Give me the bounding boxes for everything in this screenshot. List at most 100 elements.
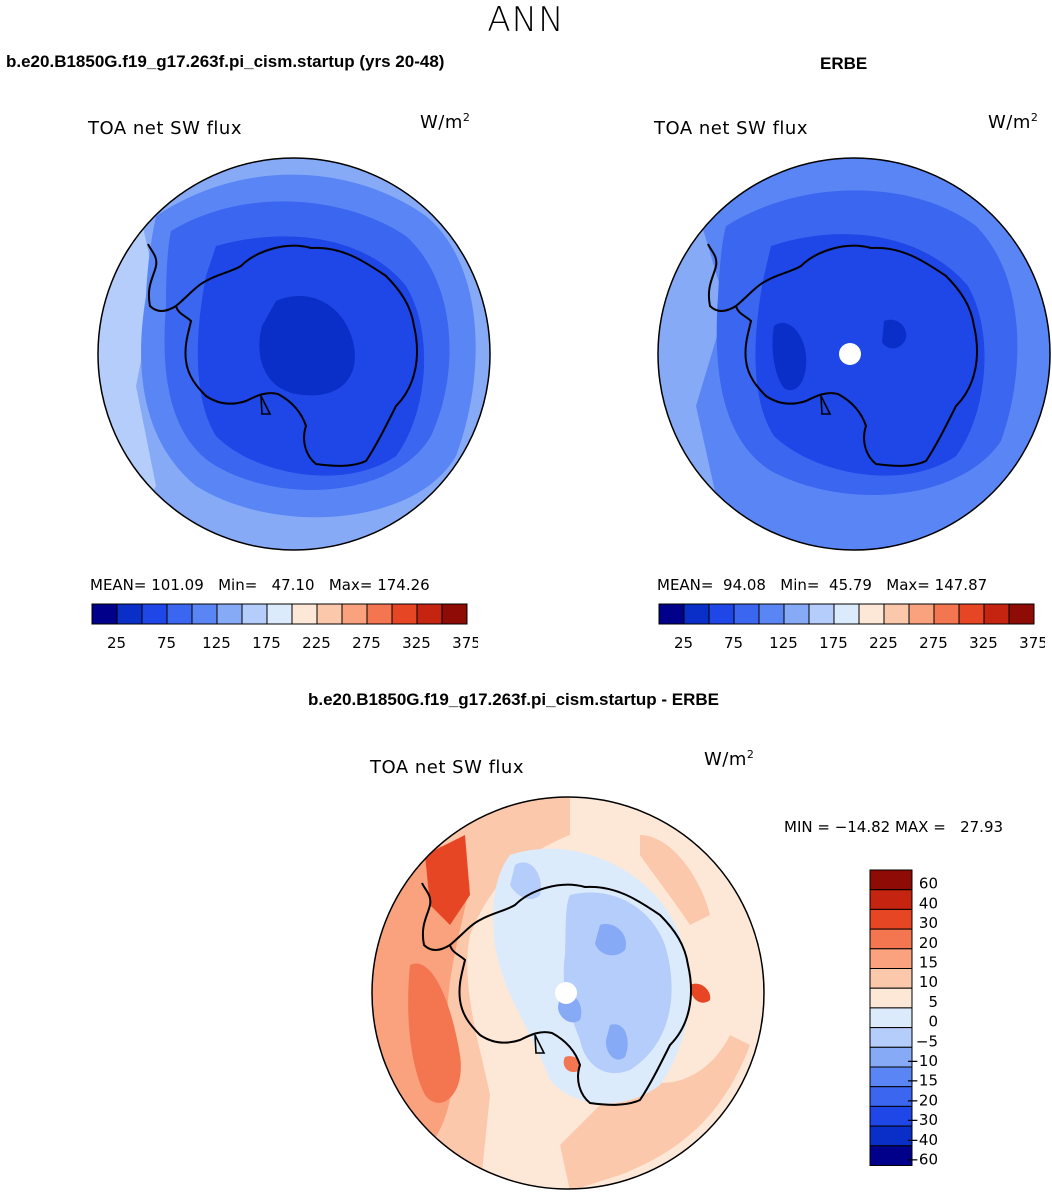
peninsula-outline <box>421 882 451 951</box>
colorbar-swatch <box>983 603 1010 625</box>
colorbar-tick-label: 30 <box>919 914 938 932</box>
colorbar-tick-label: 325 <box>969 634 998 652</box>
colorbar-tick-label: 20 <box>919 934 938 952</box>
colorbar-swatch <box>869 987 913 1009</box>
colorbar-swatch <box>441 603 468 625</box>
colorbar-swatch <box>1008 603 1035 625</box>
colorbar-swatch <box>808 603 835 625</box>
colorbar-tick-label: 40 <box>919 894 938 912</box>
obs-variable-label: TOA net SW flux <box>654 118 808 139</box>
diff-stats: MIN = −14.82 MAX = 27.93 <box>784 818 1004 836</box>
colorbar-swatch <box>783 603 810 625</box>
model-colorbar: 25 75 125 175 225 275 325 375 <box>91 603 478 652</box>
colorbar-tick-label: 225 <box>302 634 331 652</box>
colorbar-swatch <box>116 603 143 625</box>
colorbar-swatch <box>933 603 960 625</box>
colorbar-swatch <box>869 908 913 930</box>
obs-polar-map <box>657 157 1051 551</box>
colorbar-swatch <box>869 869 913 891</box>
colorbar-swatch <box>291 603 318 625</box>
continent-outline <box>448 883 692 1106</box>
obs-colorbar: 25 75 125 175 225 275 325 375 <box>658 603 1045 652</box>
colorbar-swatch <box>316 603 343 625</box>
missing-data-pole <box>555 982 577 1004</box>
colorbar-swatch <box>869 968 913 989</box>
colorbar-swatch <box>658 603 685 625</box>
missing-data-pole <box>839 343 861 365</box>
colorbar-tick-label: −60 <box>906 1151 938 1169</box>
colorbar-swatch <box>216 603 243 625</box>
obs-units-label: W/m2 <box>988 111 1039 133</box>
contour-band <box>640 835 710 925</box>
colorbar-swatch <box>869 1007 913 1029</box>
contour-band <box>882 319 907 349</box>
colorbar-swatch <box>341 603 368 625</box>
colorbar-swatch <box>958 603 985 625</box>
map-boundary <box>97 157 491 551</box>
figure-title: ANN <box>487 0 565 40</box>
contour-band <box>408 963 461 1103</box>
contour-band <box>563 892 672 1074</box>
colorbar-tick-label: −30 <box>906 1111 938 1129</box>
contour-band <box>605 1024 628 1060</box>
model-stats: MEAN= 101.09 Min= 47.10 Max= 174.26 <box>90 576 430 594</box>
colorbar-swatch <box>191 603 218 625</box>
colorbar-swatch <box>91 603 118 625</box>
colorbar-tick-label: −15 <box>906 1072 938 1090</box>
colorbar-swatch <box>391 603 418 625</box>
colorbar-tick-label: 275 <box>919 634 948 652</box>
colorbar-swatch <box>683 603 710 625</box>
model-variable-label: TOA net SW flux <box>88 118 242 139</box>
colorbar-tick-label: −40 <box>906 1131 938 1149</box>
colorbar-swatch <box>869 948 913 970</box>
colorbar-tick-label: 125 <box>769 634 798 652</box>
colorbar-tick-label: 275 <box>352 634 381 652</box>
model-panel-title: b.e20.B1850G.f19_g17.263f.pi_cism.startu… <box>6 52 445 71</box>
diff-polar-map <box>371 796 765 1190</box>
contour-band <box>560 1035 750 1189</box>
obs-stats: MEAN= 94.08 Min= 45.79 Max= 147.87 <box>657 576 988 594</box>
diff-variable-label: TOA net SW flux <box>370 757 524 778</box>
colorbar-tick-label: 75 <box>157 634 176 652</box>
contour-band <box>425 835 470 925</box>
colorbar-swatch <box>869 928 913 950</box>
colorbar-tick-label: −5 <box>916 1032 938 1050</box>
island-outline <box>260 395 272 415</box>
colorbar-tick-label: 375 <box>452 634 478 652</box>
colorbar-tick-label: 175 <box>819 634 848 652</box>
colorbar-tick-label: 225 <box>869 634 898 652</box>
colorbar-swatch <box>869 1027 913 1048</box>
colorbar-tick-label: 175 <box>252 634 281 652</box>
colorbar-tick-label: 375 <box>1019 634 1045 652</box>
colorbar-tick-label: 10 <box>919 973 938 991</box>
peninsula-outline <box>707 243 737 312</box>
map-boundary <box>371 796 765 1190</box>
colorbar-swatch <box>366 603 393 625</box>
colorbar-tick-label: 25 <box>674 634 693 652</box>
colorbar-swatch <box>733 603 760 625</box>
obs-panel-title: ERBE <box>820 54 868 73</box>
colorbar-tick-label: −20 <box>906 1091 938 1109</box>
colorbar-tick-label: 75 <box>724 634 743 652</box>
colorbar-swatch <box>141 603 168 625</box>
diff-panel-title: b.e20.B1850G.f19_g17.263f.pi_cism.startu… <box>308 690 720 709</box>
colorbar-tick-label: 325 <box>402 634 431 652</box>
contour-band <box>510 862 541 900</box>
colorbar-tick-label: 25 <box>107 634 126 652</box>
colorbar-swatch <box>266 603 293 625</box>
colorbar-swatch <box>416 603 443 625</box>
contour-band <box>690 983 711 1003</box>
contour-band <box>563 1056 581 1073</box>
colorbar-tick-label: 60 <box>919 875 938 893</box>
model-polar-map <box>97 157 491 551</box>
contour-band <box>755 234 985 476</box>
colorbar-swatch <box>883 603 910 625</box>
continent-outline <box>174 244 418 467</box>
colorbar-swatch <box>241 603 268 625</box>
colorbar-swatch <box>833 603 860 625</box>
colorbar-tick-label: 5 <box>928 993 938 1011</box>
diff-units-label: W/m2 <box>704 748 755 770</box>
colorbar-tick-label: 15 <box>919 954 938 972</box>
colorbar-swatch <box>869 889 913 910</box>
map-boundary <box>657 157 1051 551</box>
